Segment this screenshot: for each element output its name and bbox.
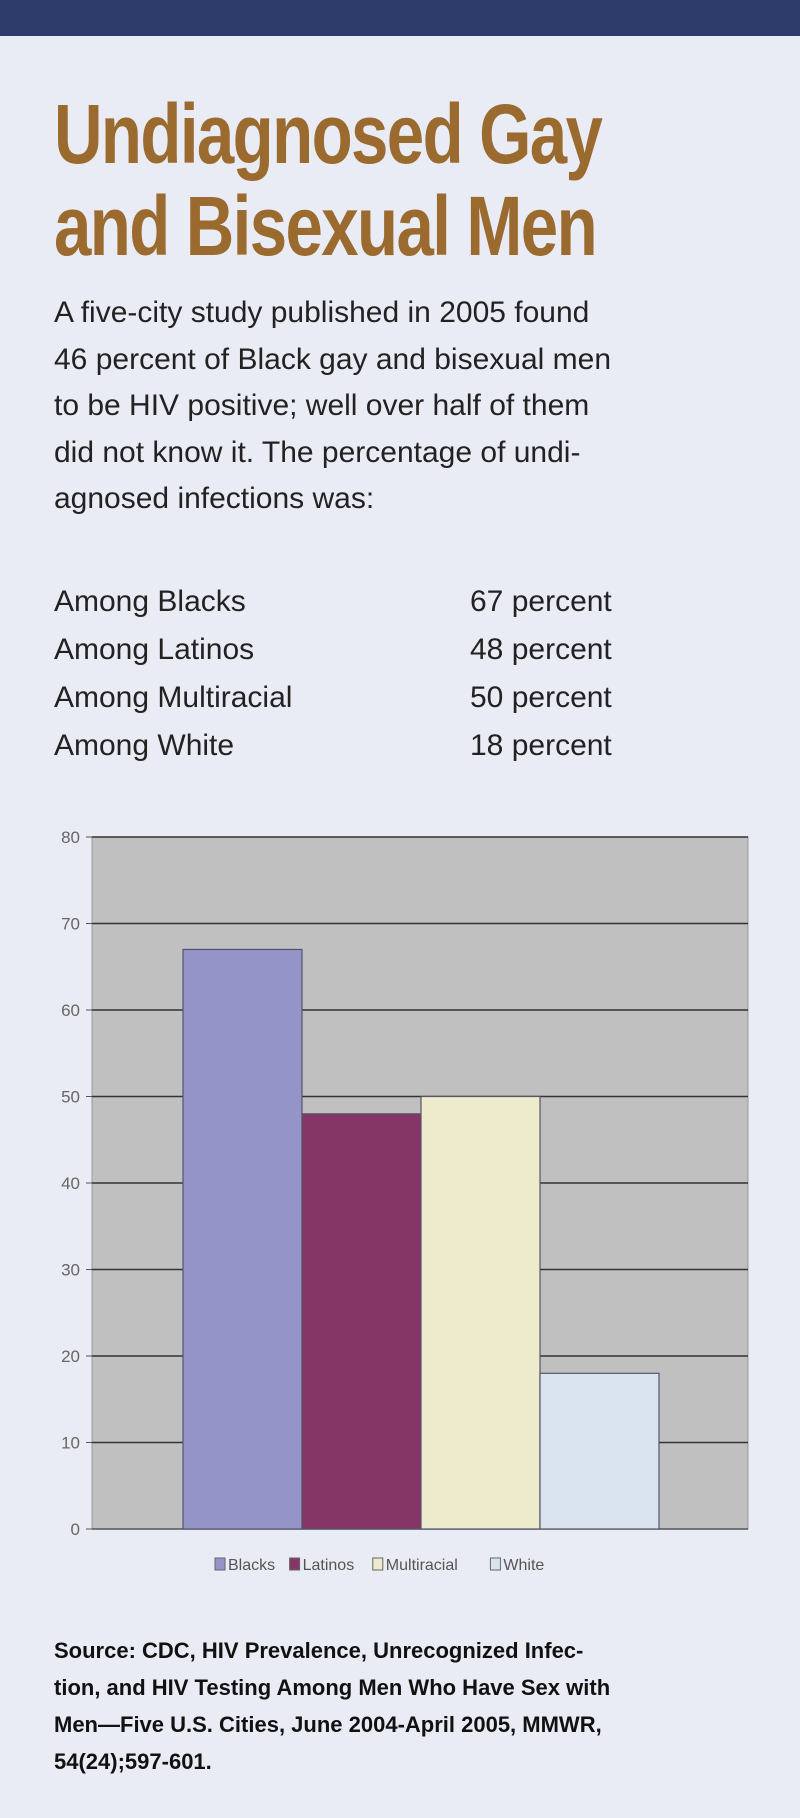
legend-swatch <box>289 1557 301 1571</box>
stat-label: Among Blacks <box>54 585 246 618</box>
stat-value: 18 percent <box>470 729 612 762</box>
source-citation: Source: CDC, HIV Prevalence, Unrecognize… <box>54 1632 754 1780</box>
y-tick-label: 50 <box>61 1088 80 1107</box>
y-tick-label: 30 <box>61 1261 80 1280</box>
stat-value: 67 percent <box>470 585 612 618</box>
source-line: Men—Five U.S. Cities, June 2004-April 20… <box>54 1712 602 1737</box>
y-tick-label: 10 <box>61 1434 80 1453</box>
stat-row: Among White 18 percent <box>54 722 674 770</box>
legend-swatch <box>489 1557 501 1571</box>
stat-value: 48 percent <box>470 633 612 666</box>
top-banner-bar <box>0 0 800 36</box>
y-tick-label: 70 <box>61 915 80 934</box>
legend-label: Blacks <box>228 1557 275 1574</box>
stat-row: Among Multiracial 50 percent <box>54 674 674 722</box>
legend-swatch <box>372 1557 384 1571</box>
intro-line: 46 percent of Black gay and bisexual men <box>54 342 612 376</box>
y-tick-label: 40 <box>61 1174 80 1193</box>
bar-white <box>539 1372 660 1530</box>
intro-line: agnosed infections was: <box>54 482 375 515</box>
stat-label: Among Multiracial <box>54 681 293 714</box>
bar-latinos <box>301 1113 422 1530</box>
stat-row: Among Blacks 67 percent <box>54 578 674 626</box>
stat-label: Among White <box>54 729 235 762</box>
bar-chart: 0 10 20 30 40 50 60 70 80 Blacks Latinos Multiracia… <box>61 828 749 1574</box>
y-tick-label: 0 <box>71 1520 80 1539</box>
y-tick-label: 80 <box>61 828 80 847</box>
legend-label: Latinos <box>303 1557 355 1574</box>
legend-swatch <box>214 1557 226 1571</box>
legend-label: White <box>503 1557 544 1574</box>
page-title: Undiagnosed Gay and Bisexual Men <box>54 87 603 273</box>
title-line: Undiagnosed Gay <box>54 87 603 181</box>
source-line: Source: CDC, HIV Prevalence, Unrecognize… <box>54 1638 584 1663</box>
legend-label: Multiracial <box>386 1557 458 1574</box>
y-tick-label: 20 <box>61 1347 80 1366</box>
source-line: 54(24);597-601. <box>54 1749 212 1774</box>
stat-value: 50 percent <box>470 681 612 714</box>
intro-line: to be HIV positive; well over half of th… <box>54 389 590 422</box>
y-tick-label: 60 <box>61 1001 80 1020</box>
intro-paragraph: A five-city study published in 2005 foun… <box>54 290 754 523</box>
title-line: and Bisexual Men <box>54 179 598 273</box>
bar-multiracial <box>420 1095 541 1530</box>
intro-line: did not know it. The percentage of undi- <box>54 435 581 469</box>
source-line: tion, and HIV Testing Among Men Who Have… <box>54 1675 611 1700</box>
bar-blacks <box>182 948 303 1530</box>
stat-label: Among Latinos <box>54 633 255 666</box>
intro-line: A five-city study published in 2005 foun… <box>54 296 590 329</box>
stats-list: Among Blacks 67 percent Among Latinos 48 p… <box>54 578 674 770</box>
stat-row: Among Latinos 48 percent <box>54 626 674 674</box>
